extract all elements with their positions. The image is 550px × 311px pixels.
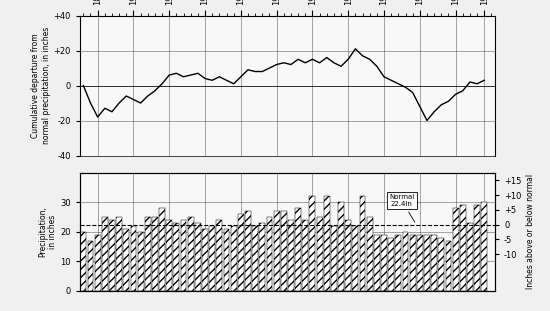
Bar [216, 220, 222, 291]
Bar [345, 220, 351, 291]
Bar [102, 217, 108, 291]
Bar [295, 208, 301, 291]
Bar [424, 234, 430, 291]
Bar [338, 202, 344, 291]
Bar [123, 229, 129, 291]
Bar [381, 234, 387, 291]
Bar [353, 226, 359, 291]
Bar [159, 208, 165, 291]
Bar [403, 232, 409, 291]
Bar [446, 241, 452, 291]
Bar [245, 211, 251, 291]
Bar [302, 220, 308, 291]
Bar [209, 226, 215, 291]
Bar [395, 234, 402, 291]
Bar [95, 234, 101, 291]
Bar [145, 217, 151, 291]
Bar [281, 211, 287, 291]
Bar [481, 202, 487, 291]
Y-axis label: Inches above or below normal: Inches above or below normal [526, 174, 535, 289]
Bar [80, 232, 86, 291]
Bar [288, 220, 294, 291]
Bar [360, 196, 366, 291]
Bar [231, 226, 236, 291]
Bar [173, 223, 179, 291]
Bar [195, 223, 201, 291]
Bar [152, 217, 158, 291]
Bar [274, 211, 279, 291]
Bar [252, 226, 258, 291]
Bar [180, 220, 186, 291]
Bar [109, 220, 115, 291]
Bar [331, 226, 337, 291]
Bar [224, 229, 229, 291]
Y-axis label: Precipitation,
in inches: Precipitation, in inches [38, 206, 57, 257]
Bar [431, 234, 437, 291]
Bar [474, 205, 480, 291]
Text: Normal
22.4in: Normal 22.4in [389, 194, 415, 222]
Bar [460, 205, 466, 291]
Bar [388, 238, 394, 291]
Bar [467, 223, 473, 291]
Bar [438, 238, 444, 291]
Bar [116, 217, 122, 291]
Bar [453, 208, 459, 291]
Bar [260, 223, 265, 291]
Bar [87, 241, 94, 291]
Bar [410, 234, 416, 291]
Bar [138, 232, 144, 291]
Bar [367, 217, 373, 291]
Bar [202, 229, 208, 291]
Bar [310, 196, 315, 291]
Bar [317, 217, 322, 291]
Bar [374, 234, 380, 291]
Bar [166, 220, 172, 291]
Bar [188, 217, 194, 291]
Bar [267, 217, 272, 291]
Bar [324, 196, 329, 291]
Bar [238, 214, 244, 291]
Bar [417, 234, 423, 291]
Bar [130, 226, 136, 291]
Y-axis label: Cumulative departure from
normal precipitation, in inches: Cumulative departure from normal precipi… [31, 27, 51, 144]
